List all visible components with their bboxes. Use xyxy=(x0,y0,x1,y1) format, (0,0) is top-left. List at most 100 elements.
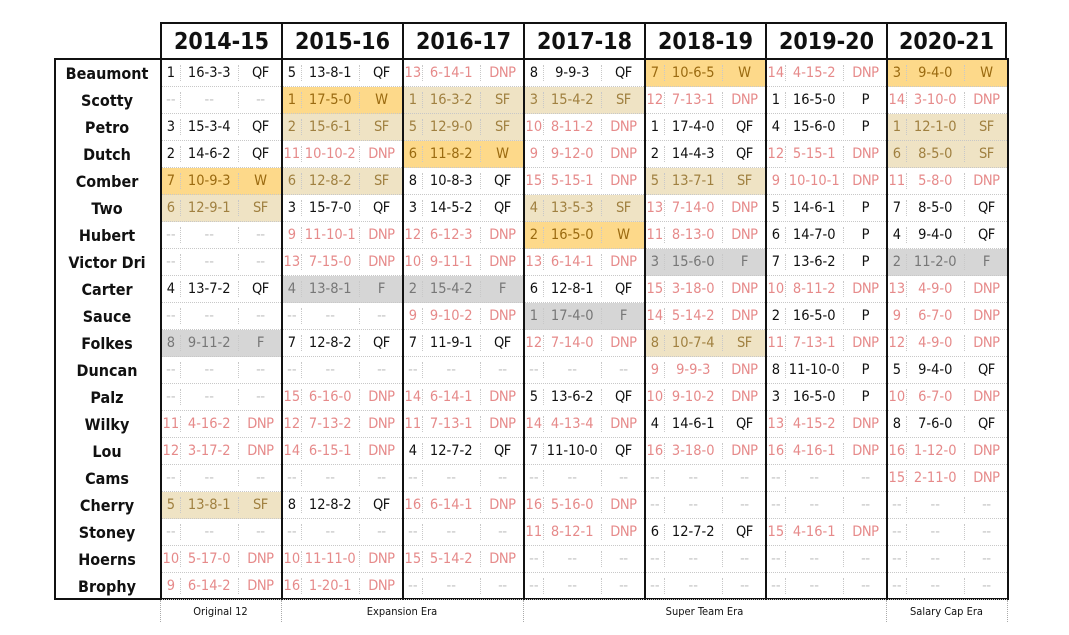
season-result-cell: 7 11-9-1 QF xyxy=(404,330,525,357)
record-value: -- xyxy=(786,578,844,594)
rank-value: 4 xyxy=(525,200,544,216)
rank-value: -- xyxy=(404,362,423,378)
result-value: -- xyxy=(498,524,507,540)
record-value: 5-15-1 xyxy=(544,173,602,189)
rank-value: 9 xyxy=(888,308,907,324)
result-value: -- xyxy=(498,362,507,378)
result-value: QF xyxy=(251,119,269,135)
season-result-cell: -- -- -- xyxy=(162,87,283,114)
rank-value: 12 xyxy=(162,443,181,459)
season-result-cell: 10 11-11-0 DNP xyxy=(283,546,404,573)
result-value: F xyxy=(377,281,386,297)
rank-value: -- xyxy=(162,524,181,540)
result-value: SF xyxy=(373,173,389,189)
rank-value: 5 xyxy=(162,497,181,513)
era-divider xyxy=(523,600,524,622)
record-value: 11-10-1 xyxy=(302,227,360,243)
season-result-cell: 8 9-11-2 F xyxy=(162,330,283,357)
record-value: -- xyxy=(665,470,723,486)
season-result-cell: 5 14-6-1 P xyxy=(767,195,888,222)
record-value: -- xyxy=(181,227,239,243)
record-value: 7-15-0 xyxy=(302,254,360,270)
season-result-cell: 6 12-7-2 QF xyxy=(646,519,767,546)
record-value: 9-9-3 xyxy=(544,65,602,81)
season-result-cell: 15 6-16-0 DNP xyxy=(283,384,404,411)
result-value: P xyxy=(861,254,870,270)
record-value: -- xyxy=(181,254,239,270)
result-value: SF xyxy=(494,119,510,135)
result-value: DNP xyxy=(610,146,637,162)
result-value: SF xyxy=(615,92,631,108)
rank-value: 9 xyxy=(767,173,786,189)
result-value: P xyxy=(861,227,870,243)
season-result-cell: 7 10-6-5 W xyxy=(646,60,767,87)
result-value: -- xyxy=(498,578,507,594)
result-value: DNP xyxy=(852,335,879,351)
season-result-cell: 2 15-6-1 SF xyxy=(283,114,404,141)
result-value: DNP xyxy=(489,254,516,270)
record-value: 12-7-2 xyxy=(423,443,481,459)
rank-value: 7 xyxy=(162,173,181,189)
rank-value: 5 xyxy=(646,173,665,189)
result-value: F xyxy=(256,335,265,351)
season-result-cell: -- -- -- xyxy=(767,546,888,573)
result-value: QF xyxy=(977,200,995,216)
season-result-cell: 8 9-9-3 QF xyxy=(525,60,646,87)
record-value: 14-6-1 xyxy=(665,416,723,432)
record-value: 7-6-0 xyxy=(907,416,965,432)
season-result-cell: 3 15-7-0 QF xyxy=(283,195,404,222)
rank-value: 6 xyxy=(525,281,544,297)
rank-value: 6 xyxy=(162,200,181,216)
record-value: -- xyxy=(544,551,602,567)
rank-value: 9 xyxy=(646,362,665,378)
record-value: 8-5-0 xyxy=(907,146,965,162)
rank-value: 8 xyxy=(646,335,665,351)
record-value: 17-4-0 xyxy=(544,308,602,324)
era-divider xyxy=(1007,600,1008,622)
record-value: -- xyxy=(423,362,481,378)
record-value: 3-18-0 xyxy=(665,281,723,297)
season-header: 2015-16 xyxy=(281,22,402,58)
result-value: -- xyxy=(256,227,265,243)
result-value: -- xyxy=(619,578,628,594)
result-value: -- xyxy=(740,497,749,513)
rank-value: 3 xyxy=(525,92,544,108)
result-value: QF xyxy=(493,335,511,351)
record-value: 8-13-0 xyxy=(665,227,723,243)
record-value: 11-11-0 xyxy=(302,551,360,567)
season-result-cell: -- -- -- xyxy=(404,357,525,384)
rank-value: 8 xyxy=(888,416,907,432)
result-value: P xyxy=(861,389,870,405)
result-value: DNP xyxy=(973,308,1000,324)
rank-value: -- xyxy=(646,551,665,567)
record-value: -- xyxy=(907,578,965,594)
season-result-cell: -- -- -- xyxy=(162,465,283,492)
rank-value: 11 xyxy=(888,173,907,189)
season-result-cell: -- -- -- xyxy=(525,465,646,492)
rank-value: 1 xyxy=(404,92,423,108)
record-value: 16-3-3 xyxy=(181,65,239,81)
record-value: 3-18-0 xyxy=(665,443,723,459)
record-value: 11-9-1 xyxy=(423,335,481,351)
rank-value: 15 xyxy=(767,524,786,540)
record-value: -- xyxy=(786,551,844,567)
season-result-cell: 10 8-11-2 DNP xyxy=(525,114,646,141)
rank-value: 5 xyxy=(283,65,302,81)
player-name: Cams xyxy=(85,469,129,488)
rank-value: 14 xyxy=(646,308,665,324)
record-value: 14-6-2 xyxy=(181,146,239,162)
record-value: -- xyxy=(302,362,360,378)
rank-value: -- xyxy=(646,578,665,594)
player-name: Victor Dri xyxy=(68,253,146,272)
record-value: 6-14-1 xyxy=(423,497,481,513)
season-result-cell: 1 16-3-2 SF xyxy=(404,87,525,114)
result-value: W xyxy=(980,65,993,81)
record-value: 1-20-1 xyxy=(302,578,360,594)
rank-value: -- xyxy=(283,308,302,324)
record-value: 6-15-1 xyxy=(302,443,360,459)
player-name: Two xyxy=(91,199,123,218)
record-value: 14-5-2 xyxy=(423,200,481,216)
rank-value: -- xyxy=(525,470,544,486)
record-value: 7-13-1 xyxy=(786,335,844,351)
